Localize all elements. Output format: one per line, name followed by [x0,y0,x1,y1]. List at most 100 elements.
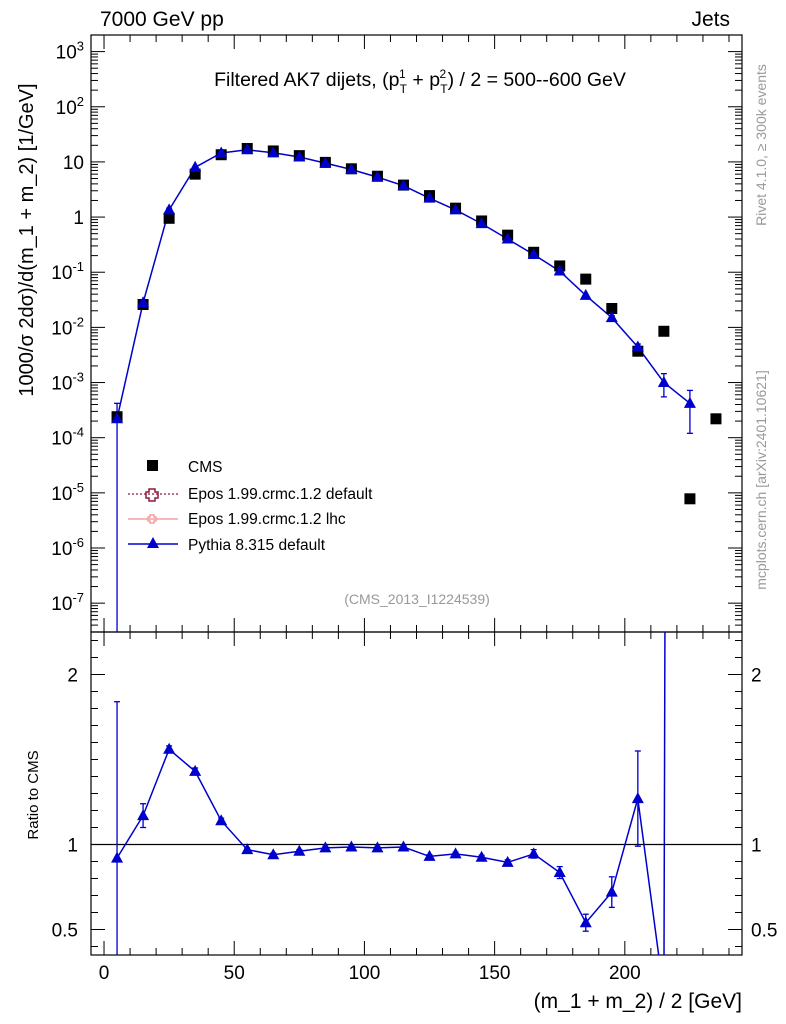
ratio-point [215,814,228,826]
ratio-series-layer [111,632,666,955]
legend-cms-label: CMS [188,459,222,476]
x-tick-label: 100 [349,963,381,984]
energy-label: 7000 GeV pp [100,8,224,31]
x-tick-label: 150 [479,963,511,984]
main-y-tick-label: 10-1 [51,259,84,284]
x-tick-label: 50 [224,963,245,984]
ratio-point [319,841,332,853]
ratio-point [553,866,566,878]
ratio-point [111,851,124,863]
pythia-point [267,146,280,158]
ratio-point [293,844,306,856]
cms-point [658,325,670,337]
ratio-point [527,847,540,859]
analysis-id: (CMS_2013_I1224539) [344,591,490,607]
cms-point [189,168,201,180]
ratio-point [631,792,644,804]
legend-pythia-label: Pythia 8.315 default [188,537,326,554]
main-axis-ticks [91,34,742,633]
x-tick-label: 200 [609,963,641,984]
ratio-y-tick-label-right: 1 [751,836,762,857]
main-y-tick-label: 102 [56,94,84,119]
ratio-point [449,847,462,859]
pythia-point [657,376,670,388]
ratio-y-tick-label-right: 2 [751,666,762,687]
pythia-point [111,412,124,424]
pythia-point [371,170,384,182]
pythia-point [579,288,592,300]
pythia-point [215,146,228,158]
cms-point [710,413,722,425]
cms-point [163,212,175,224]
pythia-point [631,340,644,352]
pythia-point [293,150,306,162]
ratio-point [501,855,514,867]
legend: CMS Epos 1.99.crmc.1.2 default Epos 1.99… [128,459,373,554]
ratio-y-tick-label-left: 2 [67,666,78,687]
cms-point [684,493,696,505]
main-y-tick-label: 10-2 [51,314,84,339]
main-series-layer [111,143,722,632]
pythia-point [605,311,618,323]
cms-point [580,273,592,285]
pythia-point [553,264,566,276]
legend-epos-default-label: Epos 1.99.crmc.1.2 default [188,486,373,503]
pythia-point [397,179,410,191]
legend-epos-default-marker [145,488,159,502]
legend-pythia-marker [147,537,159,548]
chart-title: Filtered AK7 dijets, (p1 T + p2 T) / 2 = 5… [214,67,626,96]
x-tick-label: 0 [99,963,110,984]
pythia-point [345,162,358,174]
pythia-point [319,156,332,168]
main-y-axis-label: 1000/σ 2dσ)/d(m_1 + m_2) [1/GeV] [16,83,38,396]
ratio-point [189,764,202,776]
legend-epos-lhc-marker [147,514,157,524]
pythia-point [501,232,514,244]
ratio-axis-ticks [91,632,742,955]
main-y-tick-label: 1 [73,208,84,229]
pythia-point [189,160,202,172]
main-y-tick-label: 10-7 [51,590,84,615]
ratio-point [397,840,410,852]
main-y-tick-label: 10 [63,153,84,174]
ratio-point [163,742,176,754]
legend-cms-marker [147,460,158,471]
ratio-y-tick-label-right: 0.5 [751,921,777,942]
pythia-point [241,143,254,155]
ratio-point [267,848,280,860]
process-label: Jets [691,8,730,31]
ratio-point [241,843,254,855]
ratio-point [371,841,384,853]
legend-epos-lhc-label: Epos 1.99.crmc.1.2 lhc [188,511,346,528]
main-y-tick-label: 10-5 [51,480,84,505]
main-y-tick-label: 10-3 [51,370,84,395]
ratio-point [579,916,592,928]
main-y-tick-label: 10-4 [51,425,84,450]
main-y-tick-label: 10-6 [51,535,84,560]
x-axis-label: (m_1 + m_2) / 2 [GeV] [534,990,742,1013]
ratio-point [137,809,150,821]
pythia-point [527,247,540,259]
main-y-tick-label: 103 [56,39,84,64]
pythia-point [683,396,696,408]
ratio-panel-frame [90,631,743,956]
rivet-version-label: Rivet 4.1.0, ≥ 300k events [753,64,769,226]
ratio-y-tick-label-left: 1 [67,836,78,857]
ratio-y-tick-label-left: 0.5 [52,921,78,942]
mcplots-label: mcplots.cern.ch [arXiv:2401.10621] [753,370,769,589]
pythia-point [423,191,436,203]
pythia-point [475,217,488,229]
ratio-point [423,849,436,861]
ratio-point [475,850,488,862]
x-tick-labels: 0 50 100 150 200 [99,963,641,984]
pythia-point [137,296,150,308]
pythia-point [163,203,176,215]
ratio-y-tick-labels: 0.5 0.5 1 1 2 2 [52,666,778,942]
ratio-point [605,885,618,897]
cms-point [606,302,618,314]
ratio-y-axis-label: Ratio to CMS [25,750,42,839]
pythia-point [449,203,462,215]
ratio-point [345,840,358,852]
